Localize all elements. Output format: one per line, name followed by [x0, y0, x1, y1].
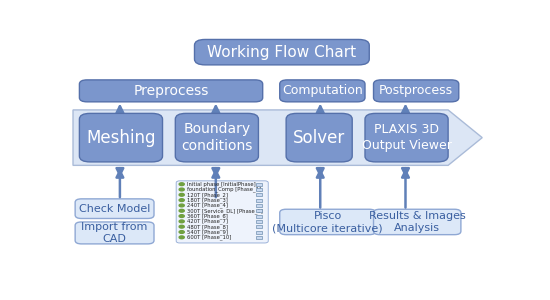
Text: 420T [Phase_7]: 420T [Phase_7]	[187, 218, 228, 224]
Text: 600T [Phase_10]: 600T [Phase_10]	[187, 235, 231, 240]
FancyBboxPatch shape	[256, 220, 262, 223]
FancyBboxPatch shape	[256, 188, 262, 191]
Text: Boundary
conditions: Boundary conditions	[181, 122, 252, 153]
Circle shape	[179, 199, 184, 202]
Text: Check Model: Check Model	[79, 204, 150, 214]
Text: 240T [Phase_4]: 240T [Phase_4]	[187, 202, 228, 208]
FancyBboxPatch shape	[75, 199, 154, 218]
Text: foundation_Comp [Phase_1]: foundation_Comp [Phase_1]	[187, 187, 261, 192]
FancyBboxPatch shape	[256, 204, 262, 207]
Text: 480T [Phase_8]: 480T [Phase_8]	[187, 224, 228, 230]
Circle shape	[179, 231, 184, 233]
Text: Solver: Solver	[293, 129, 345, 147]
FancyBboxPatch shape	[373, 209, 461, 235]
FancyBboxPatch shape	[256, 225, 262, 228]
FancyBboxPatch shape	[256, 199, 262, 202]
FancyBboxPatch shape	[280, 209, 376, 235]
Text: 180T [Phase_3]: 180T [Phase_3]	[187, 197, 228, 203]
Text: Meshing: Meshing	[86, 129, 156, 147]
FancyBboxPatch shape	[79, 113, 163, 162]
Text: Postprocess: Postprocess	[379, 84, 453, 98]
FancyBboxPatch shape	[75, 222, 154, 244]
Text: Computation: Computation	[282, 84, 363, 98]
FancyBboxPatch shape	[365, 113, 448, 162]
Circle shape	[179, 236, 184, 239]
Circle shape	[179, 183, 184, 186]
FancyBboxPatch shape	[373, 80, 459, 102]
FancyBboxPatch shape	[176, 181, 268, 243]
Text: 300T [Service_DL] [Phase_5]: 300T [Service_DL] [Phase_5]	[187, 208, 263, 214]
FancyBboxPatch shape	[175, 113, 258, 162]
FancyBboxPatch shape	[256, 236, 262, 239]
Text: Preprocess: Preprocess	[133, 84, 209, 98]
Circle shape	[179, 220, 184, 223]
Text: PLAXIS 3D
Output Viewer: PLAXIS 3D Output Viewer	[361, 123, 452, 152]
Circle shape	[179, 215, 184, 217]
FancyBboxPatch shape	[256, 215, 262, 218]
Polygon shape	[73, 110, 482, 165]
FancyBboxPatch shape	[280, 80, 365, 102]
Text: Initial phase [InitialPhase]: Initial phase [InitialPhase]	[187, 182, 256, 187]
FancyBboxPatch shape	[79, 80, 263, 102]
FancyBboxPatch shape	[195, 40, 369, 65]
FancyBboxPatch shape	[256, 231, 262, 234]
FancyBboxPatch shape	[256, 183, 262, 186]
FancyBboxPatch shape	[256, 209, 262, 212]
Circle shape	[179, 209, 184, 212]
Text: Pisco
(Multicore iterative): Pisco (Multicore iterative)	[272, 211, 383, 233]
Text: Import from
CAD: Import from CAD	[81, 222, 148, 244]
Text: 120T [Phase_2]: 120T [Phase_2]	[187, 192, 228, 198]
FancyBboxPatch shape	[286, 113, 352, 162]
FancyBboxPatch shape	[256, 194, 262, 196]
Text: Results & Images
Analysis: Results & Images Analysis	[369, 211, 466, 233]
Text: 540T [Phase_9]: 540T [Phase_9]	[187, 229, 228, 235]
Circle shape	[179, 194, 184, 196]
Text: 360T [Phase_6]: 360T [Phase_6]	[187, 213, 228, 219]
Circle shape	[179, 188, 184, 191]
Circle shape	[179, 204, 184, 207]
Circle shape	[179, 225, 184, 228]
Text: Working Flow Chart: Working Flow Chart	[207, 45, 356, 60]
